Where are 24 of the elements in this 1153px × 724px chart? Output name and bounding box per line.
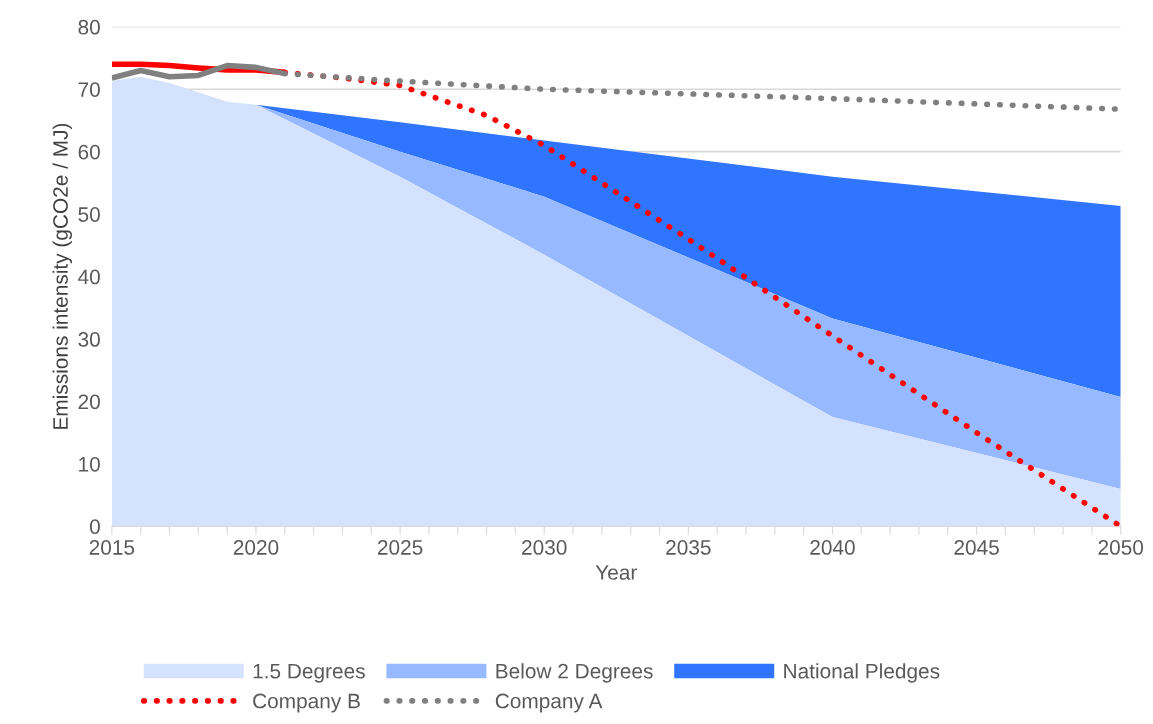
y-tick-label: 40 <box>78 269 100 285</box>
y-tick-label: 50 <box>78 207 100 222</box>
x-tick-label: 2025 <box>377 540 423 555</box>
legend-label: Company B <box>253 693 360 713</box>
y-tick-label: 30 <box>78 332 100 347</box>
legend-label: National Pledges <box>784 663 940 683</box>
y-axis-title: Emissions intensity (gCO2e / MJ) <box>52 123 72 429</box>
y-tick-label: 20 <box>78 394 100 410</box>
y-tick-label: 80 <box>78 19 100 35</box>
x-tick-label: 2030 <box>522 540 567 555</box>
y-tick-label: 70 <box>78 82 100 97</box>
x-axis-title: Year <box>595 565 637 580</box>
x-tick-label: 2020 <box>233 540 279 555</box>
x-tick-label: 2050 <box>1098 540 1144 555</box>
y-tick-label: 60 <box>78 144 100 160</box>
x-tick-label: 2040 <box>810 540 855 555</box>
legend-label: 1.5 Degrees <box>253 664 365 683</box>
x-tick-label: 2035 <box>666 540 711 555</box>
x-tick-label: 2015 <box>89 540 135 555</box>
y-tick-label: 10 <box>79 456 100 472</box>
y-tick-label: 0 <box>89 519 100 535</box>
x-tick-label: 2045 <box>954 540 999 555</box>
legend-label: Company A <box>495 693 603 713</box>
legend-label: Below 2 Degrees <box>496 663 653 683</box>
